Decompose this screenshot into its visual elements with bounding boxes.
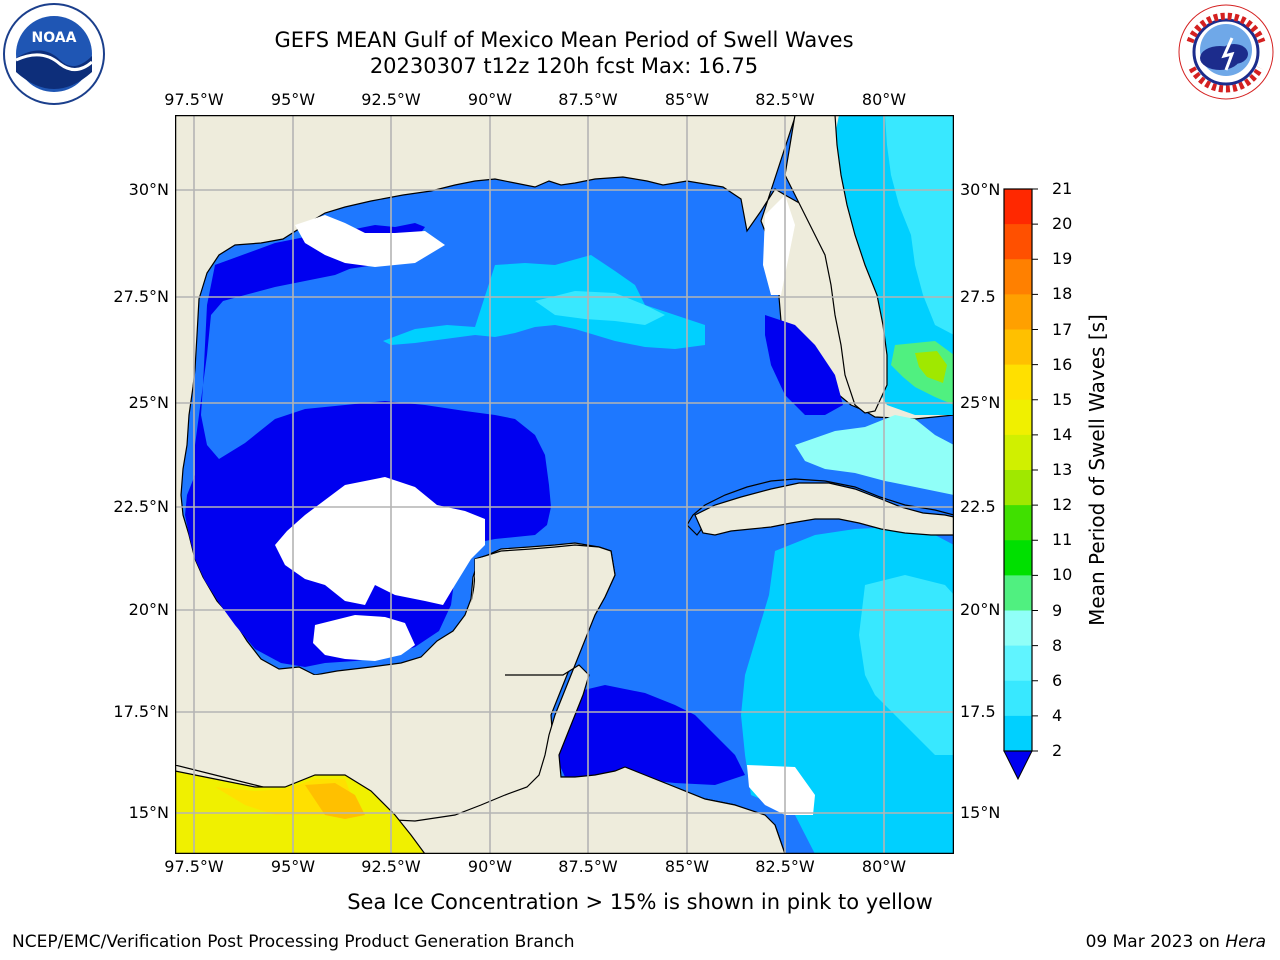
- colorbar-tick-label: 16: [1052, 354, 1073, 374]
- missing-caribbean: [747, 765, 815, 815]
- missing-south: [313, 615, 415, 661]
- colorbar-segment: [1004, 364, 1032, 401]
- lon-tick-top: 85°W: [664, 90, 710, 109]
- colorbar-tick-label: 6: [1052, 670, 1063, 690]
- lon-tick-bottom: 90°W: [467, 857, 513, 876]
- pacific-darkorange: [305, 783, 365, 819]
- lon-tick-top: 87.5°W: [558, 90, 618, 109]
- yucatan-east-dark: [555, 685, 745, 785]
- noaa-logo: NOAA: [3, 3, 105, 105]
- chart-subtitle-run: 20230307 t12z 120h fcst Max: 16.75: [369, 54, 759, 78]
- lat-tick-left: 20°N: [128, 600, 169, 619]
- colorbar-tick-label: 20: [1052, 214, 1073, 234]
- colorbar-tick-label: 11: [1052, 530, 1073, 550]
- lat-tick-left: 17.5°N: [113, 702, 169, 721]
- credit-machine: Hera: [1225, 932, 1266, 952]
- graticule: [175, 115, 954, 854]
- credit-right: 09 Mar 2023 on Hera: [1086, 932, 1266, 952]
- lon-tick-top: 92.5°W: [361, 90, 421, 109]
- credit-date: 09 Mar 2023 on: [1085, 932, 1226, 952]
- colorbar: [1003, 188, 1038, 781]
- lat-tick-right: 22.5: [960, 497, 996, 516]
- colorbar-segment: [1004, 189, 1032, 225]
- colorbar-segment: [1004, 434, 1032, 471]
- colorbar-tick-label: 13: [1052, 460, 1073, 479]
- lon-tick-top: 80°W: [861, 90, 907, 109]
- colorbar-tick-label: 17: [1052, 319, 1073, 339]
- colorbar-under-triangle: [1003, 750, 1033, 781]
- colorbar-tick-label: 4: [1052, 705, 1063, 725]
- lat-tick-right: 17.5: [960, 702, 996, 721]
- lat-tick-right: 25°N: [960, 393, 1001, 412]
- noaa-logo-text: NOAA: [32, 30, 77, 46]
- map-panel: [175, 115, 954, 854]
- lat-tick-right: 30°N: [960, 180, 1001, 199]
- sea-ice-note: Sea Ice Concentration > 15% is shown in …: [347, 890, 933, 914]
- map-frame: [175, 115, 954, 854]
- cuba-land: [694, 482, 954, 536]
- colorbar-segment: [1004, 715, 1032, 752]
- lat-tick-left: 25°N: [128, 393, 169, 412]
- lat-tick-right: 27.5: [960, 287, 996, 306]
- lon-tick-bottom: 80°W: [861, 857, 907, 876]
- lat-tick-left: 30°N: [128, 180, 169, 199]
- lon-tick-bottom: 92.5°W: [361, 857, 421, 876]
- colorbar-segment: [1004, 259, 1032, 295]
- colorbar-tick-label: 14: [1052, 424, 1073, 444]
- lat-tick-right: 20°N: [960, 600, 1001, 619]
- colorbar-tick-label: 2: [1052, 741, 1063, 760]
- missing-central: [275, 477, 485, 605]
- lon-tick-bottom: 85°W: [664, 857, 710, 876]
- lon-tick-bottom: 87.5°W: [558, 857, 618, 876]
- colorbar-segment: [1004, 610, 1032, 647]
- lat-tick-left: 22.5°N: [113, 497, 169, 516]
- nws-logo: [1178, 4, 1274, 100]
- lat-tick-left: 15°N: [128, 803, 169, 822]
- colorbar-segment: [1004, 329, 1032, 366]
- yucatan-land: [175, 544, 954, 854]
- missing-fl: [763, 195, 795, 295]
- lat-tick-right: 15°N: [960, 803, 1001, 822]
- missing-nw: [295, 215, 445, 267]
- straits-light: [795, 415, 954, 495]
- credit-left: NCEP/EMC/Verification Post Processing Pr…: [12, 932, 575, 952]
- colorbar-label: Mean Period of Swell Waves [s]: [1085, 314, 1109, 626]
- colorbar-segment: [1004, 470, 1032, 506]
- colorbar-tick-label: 19: [1052, 249, 1073, 269]
- colorbar-segment: [1004, 224, 1032, 260]
- colorbar-segment: [1004, 399, 1032, 436]
- colorbar-tick-label: 9: [1052, 600, 1063, 620]
- colorbar-segment: [1004, 680, 1032, 717]
- colorbar-segment: [1004, 645, 1032, 682]
- lon-tick-bottom: 97.5°W: [164, 857, 224, 876]
- atlantic-lighter: [885, 115, 954, 335]
- caribbean-lighter: [859, 575, 954, 755]
- colorbar-tick-label: 10: [1052, 565, 1073, 585]
- colorbar-segment: [1004, 575, 1032, 611]
- bahamas-green-core: [915, 351, 947, 383]
- lon-tick-top: 82.5°W: [755, 90, 815, 109]
- lon-tick-top: 95°W: [270, 90, 316, 109]
- lon-tick-top: 97.5°W: [164, 90, 224, 109]
- colorbar-tick-label: 18: [1052, 284, 1073, 304]
- colorbar-tick-label: 12: [1052, 495, 1073, 515]
- colorbar-tick-label: 21: [1052, 179, 1073, 198]
- chart-title: GEFS MEAN Gulf of Mexico Mean Period of …: [274, 28, 854, 52]
- colorbar-segment: [1004, 540, 1032, 576]
- colorbar-tick-label: 8: [1052, 635, 1063, 655]
- lon-tick-bottom: 82.5°W: [755, 857, 815, 876]
- lat-tick-left: 27.5°N: [113, 287, 169, 306]
- lon-tick-bottom: 95°W: [270, 857, 316, 876]
- colorbar-segment: [1004, 505, 1032, 541]
- colorbar-tick-label: 15: [1052, 389, 1073, 409]
- lon-tick-top: 90°W: [467, 90, 513, 109]
- northgulf-lighter: [535, 291, 665, 325]
- colorbar-segment: [1004, 294, 1032, 330]
